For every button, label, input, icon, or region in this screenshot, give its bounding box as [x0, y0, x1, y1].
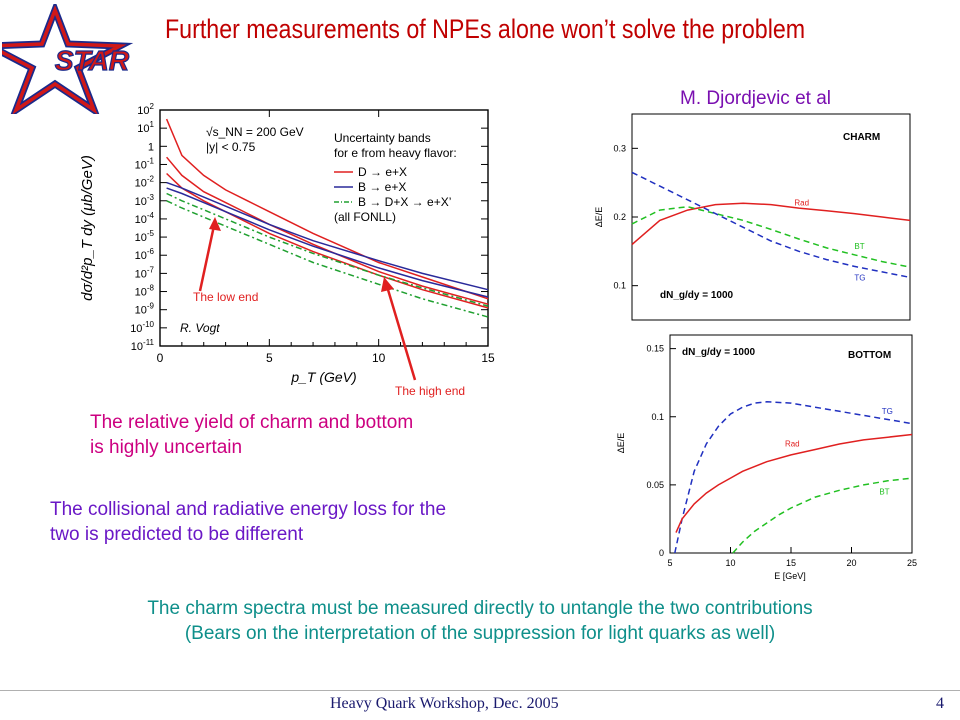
- star-logo-text: STAR: [55, 45, 130, 76]
- y-tick-label: 0.1: [651, 412, 664, 422]
- y-axis-label: ΔE/E: [594, 207, 604, 228]
- legend-title: Uncertainty bands: [334, 131, 431, 145]
- annotation-high-end: The high end: [395, 384, 466, 398]
- y-tick-label: 0.1: [613, 281, 626, 291]
- slide-title: Further measurements of NPEs alone won’t…: [165, 14, 806, 44]
- y-tick-label: 10-3: [135, 193, 155, 208]
- x-axis-label: E [GeV]: [774, 571, 806, 581]
- series-label: TG: [882, 407, 893, 416]
- legend-label: (all FONLL): [334, 210, 396, 224]
- y-tick-label: 101: [137, 120, 154, 135]
- x-tick-label: 0: [157, 351, 164, 365]
- y-tick-label: 10-7: [135, 265, 155, 280]
- energy-label: √s_NN = 200 GeV: [206, 125, 304, 139]
- series-line: [166, 156, 489, 305]
- series-label: Rad: [785, 440, 800, 449]
- author-credit: M. Djordjevic et al: [680, 88, 831, 109]
- x-tick-label: 5: [266, 351, 273, 365]
- x-tick-label: 10: [372, 351, 386, 365]
- series-label: Rad: [794, 199, 809, 208]
- y-tick-label: 0.2: [613, 212, 626, 222]
- plot-frame: [159, 109, 489, 347]
- y-tick-label: 1: [148, 141, 154, 153]
- chart-title: CHARM: [843, 132, 880, 143]
- y-tick-label: 0: [659, 548, 664, 558]
- y-axis-label: dσ/d²p_T dy (μb/GeV): [79, 155, 96, 301]
- x-tick-label: 15: [481, 351, 495, 365]
- series-line: [166, 172, 489, 309]
- series-line: [166, 200, 489, 318]
- fonll-spectrum-chart: 102 101 1 10-1 10-2 10-3 10-4 10-5 10-6 10-7 10-8 1…: [79, 102, 495, 385]
- y-tick-label: 10-11: [131, 338, 155, 353]
- legend-label: B → e+X: [358, 180, 406, 194]
- series-line: [165, 118, 489, 300]
- y-tick-label: 10-1: [135, 156, 155, 171]
- x-tick-label: 25: [907, 558, 917, 568]
- yield-text: The relative yield of charm and bottom i…: [90, 410, 413, 460]
- x-tick-label: 20: [846, 558, 856, 568]
- series-line: [631, 202, 911, 246]
- footer-text: Heavy Quark Workshop, Dec. 2005: [330, 695, 559, 712]
- x-tick-label: 5: [667, 558, 672, 568]
- legend-label: B → D+X → e+X’: [358, 195, 451, 209]
- conclusion-text: The charm spectra must be measured direc…: [40, 596, 920, 646]
- inset-label: dN_g/dy = 1000: [682, 347, 756, 358]
- series-line: [631, 171, 911, 279]
- series-line: [631, 205, 911, 268]
- y-tick-label: 10-10: [130, 320, 154, 335]
- eloss-text: The collisional and radiative energy los…: [50, 497, 446, 547]
- annotation-low-end: The low end: [193, 290, 259, 304]
- conclusion-line-1: The charm spectra must be measured direc…: [147, 598, 813, 619]
- y-tick-label: 10-8: [135, 284, 155, 299]
- bottom-energy-loss-chart: 0 0.05 0.1 0.15 5 10 15 20 25 E [GeV] ΔE/E TG Rad BT B…: [616, 334, 917, 581]
- legend-title: for e from heavy flavor:: [334, 146, 457, 160]
- y-tick-label: 102: [137, 102, 154, 117]
- series-label: BT: [854, 242, 864, 251]
- chart-title: BOTTOM: [848, 350, 891, 361]
- annotation-arrows: [198, 217, 417, 381]
- energy-label: |y| < 0.75: [206, 140, 256, 154]
- y-tick-label: 10-5: [135, 229, 155, 244]
- series-line: [166, 181, 489, 291]
- inset-label: dN_g/dy = 1000: [660, 290, 734, 301]
- star-logo: STAR: [2, 4, 134, 114]
- series-line: [166, 192, 489, 307]
- y-tick-label: 0.05: [646, 480, 664, 490]
- y-tick-label: 0.15: [646, 344, 664, 354]
- x-axis-label: p_T (GeV): [290, 369, 356, 385]
- series-label: TG: [854, 273, 865, 282]
- y-tick-label: 0.3: [613, 143, 626, 153]
- footer-divider: [0, 690, 960, 691]
- series-line: [674, 401, 913, 554]
- series-label: BT: [879, 487, 889, 496]
- series-line: [675, 433, 913, 533]
- legend-label: D → e+X: [358, 165, 407, 179]
- conclusion-line-2: (Bears on the interpretation of the supp…: [184, 623, 776, 644]
- y-tick-label: 10-2: [135, 175, 155, 190]
- page-number: 4: [936, 695, 944, 712]
- y-axis-label: ΔE/E: [616, 433, 626, 454]
- eloss-text-line-2: two is predicted to be different: [50, 524, 304, 545]
- credit-label: R. Vogt: [180, 321, 220, 335]
- x-tick-label: 15: [786, 558, 796, 568]
- yield-text-line-2: is highly uncertain: [90, 437, 243, 458]
- charm-energy-loss-chart: 0.1 0.2 0.3 ΔE/E Rad BT TG CHARM dN_g/dy = 1000: [594, 113, 911, 321]
- yield-text-line-1: The relative yield of charm and bottom: [90, 412, 414, 433]
- y-tick-label: 10-9: [135, 302, 155, 317]
- y-tick-label: 10-6: [135, 247, 155, 262]
- y-tick-label: 10-4: [135, 211, 155, 226]
- eloss-text-line-1: The collisional and radiative energy los…: [50, 499, 447, 520]
- series-line: [166, 187, 489, 298]
- x-tick-label: 10: [725, 558, 735, 568]
- series-line: [732, 477, 913, 554]
